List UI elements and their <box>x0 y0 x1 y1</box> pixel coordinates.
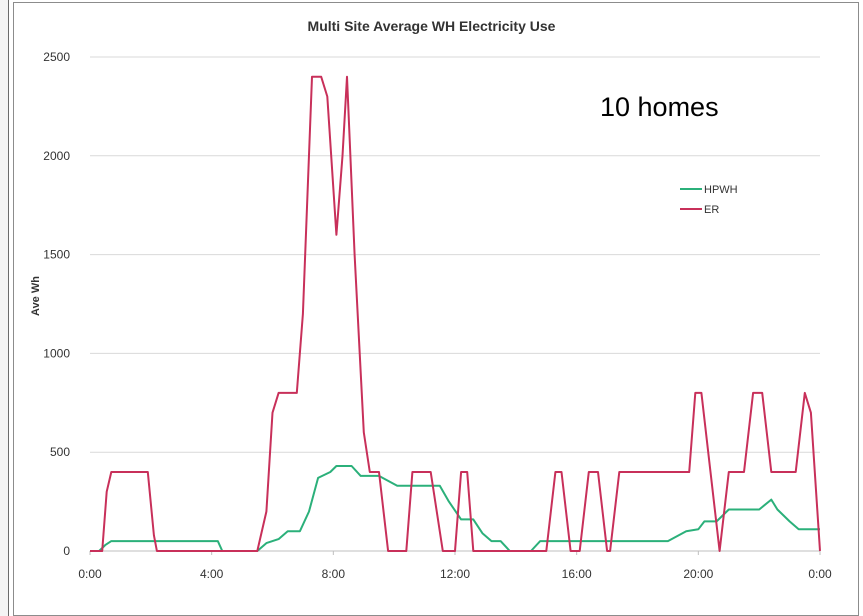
chart-title: Multi Site Average WH Electricity Use <box>307 18 556 34</box>
y-tick-label: 1000 <box>43 346 70 360</box>
x-tick-label: 0:00 <box>808 567 832 581</box>
window-left-edge <box>0 0 9 616</box>
chart-annotation: 10 homes <box>600 92 719 122</box>
series-line-hpwh <box>90 465 820 552</box>
legend-label-er: ER <box>704 204 719 216</box>
x-tick-label: 0:00 <box>78 567 102 581</box>
y-tick-label: 1500 <box>43 248 70 262</box>
x-tick-label: 8:00 <box>322 567 346 581</box>
y-tick-label: 2000 <box>43 149 70 163</box>
legend-label-hpwh: HPWH <box>704 184 738 196</box>
series-line-er <box>90 75 821 552</box>
x-tick-label: 4:00 <box>200 567 224 581</box>
x-tick-label: 20:00 <box>683 567 713 581</box>
x-tick-label: 12:00 <box>440 567 470 581</box>
chart-frame <box>13 2 859 616</box>
y-tick-label: 0 <box>63 544 70 558</box>
y-tick-label: 500 <box>50 445 70 459</box>
y-tick-label: 2500 <box>43 50 70 64</box>
x-tick-label: 16:00 <box>562 567 592 581</box>
